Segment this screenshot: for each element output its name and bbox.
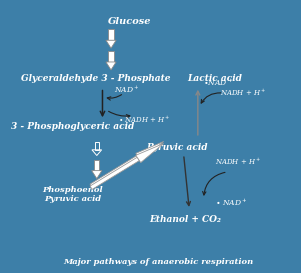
Polygon shape <box>136 141 164 161</box>
Polygon shape <box>94 160 99 171</box>
Text: NADH + H$^+$: NADH + H$^+$ <box>215 157 261 167</box>
Text: Pyruvic acid: Pyruvic acid <box>146 143 207 152</box>
Polygon shape <box>106 40 116 48</box>
Polygon shape <box>106 62 116 70</box>
Polygon shape <box>108 51 113 62</box>
Text: NADH + H$^+$: NADH + H$^+$ <box>220 88 266 98</box>
Polygon shape <box>90 157 139 189</box>
Text: $\bullet$ NAD$^+$: $\bullet$ NAD$^+$ <box>215 196 247 208</box>
Text: Lactic acid: Lactic acid <box>188 74 242 83</box>
Polygon shape <box>90 155 139 188</box>
Text: 3 - Phosphoglyceric acid: 3 - Phosphoglyceric acid <box>11 123 134 132</box>
Text: Phosphoenol
Pyruvic acid: Phosphoenol Pyruvic acid <box>42 186 103 203</box>
Text: Major pathways of anaerobic respiration: Major pathways of anaerobic respiration <box>63 258 253 266</box>
Text: Glyceraldehyde 3 - Phosphate: Glyceraldehyde 3 - Phosphate <box>20 74 170 83</box>
Text: $\bullet$ NADH + H$^+$: $\bullet$ NADH + H$^+$ <box>118 114 171 124</box>
Text: $\mathregular{NAD^+}$: $\mathregular{NAD^+}$ <box>114 84 139 95</box>
Text: Glucose: Glucose <box>108 17 151 26</box>
Text: Ethanol + CO₂: Ethanol + CO₂ <box>149 215 221 224</box>
Polygon shape <box>92 171 102 179</box>
Text: $\bullet$NAD$^+$: $\bullet$NAD$^+$ <box>203 76 233 88</box>
Polygon shape <box>108 29 113 40</box>
Polygon shape <box>136 143 164 163</box>
